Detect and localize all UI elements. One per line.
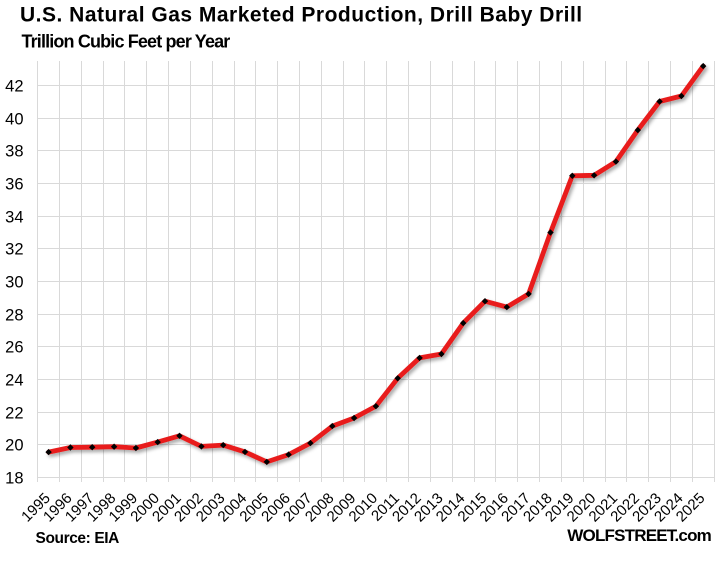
svg-text:U.S. Natural Gas Marketed Prod: U.S. Natural Gas Marketed Production, Dr… [20, 4, 583, 27]
svg-text:26: 26 [5, 339, 23, 357]
svg-text:30: 30 [5, 274, 23, 292]
svg-text:28: 28 [5, 307, 23, 325]
svg-text:32: 32 [5, 241, 23, 259]
svg-text:40: 40 [5, 111, 23, 129]
svg-text:24: 24 [5, 372, 23, 390]
svg-text:42: 42 [5, 78, 23, 96]
svg-text:18: 18 [5, 470, 23, 488]
svg-text:38: 38 [5, 143, 23, 161]
svg-text:34: 34 [5, 209, 23, 227]
svg-text:WOLFSTREET.com: WOLFSTREET.com [567, 526, 711, 545]
svg-text:Source: EIA: Source: EIA [36, 530, 120, 547]
svg-text:22: 22 [5, 405, 23, 423]
svg-text:36: 36 [5, 176, 23, 194]
svg-text:Trillion Cubic Feet per Year: Trillion Cubic Feet per Year [22, 32, 231, 52]
svg-text:20: 20 [5, 437, 23, 455]
